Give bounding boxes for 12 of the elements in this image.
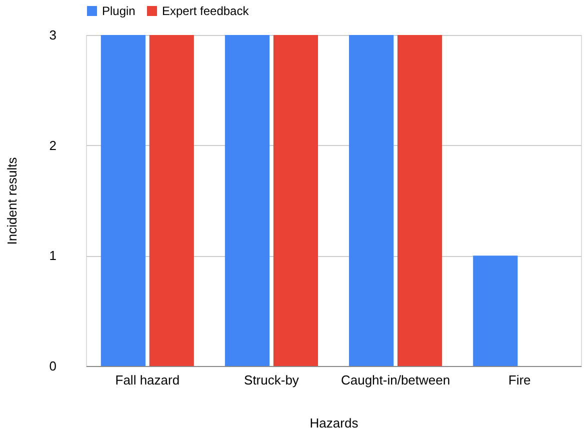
legend-label: Expert feedback (162, 4, 250, 18)
x-tick-label: Fall hazard (115, 372, 180, 388)
x-tick-label: Caught-in/between (340, 372, 450, 388)
y-tick-label: 1 (49, 248, 56, 264)
x-axis-title: Hazards (310, 416, 359, 430)
x-tick-label: Fire (508, 372, 531, 388)
x-tick-label: Struck-by (244, 372, 300, 388)
y-tick-label: 0 (49, 358, 56, 374)
y-axis-title: Incident results (4, 156, 20, 245)
legend-label: Plugin (102, 4, 136, 18)
y-tick-label: 2 (49, 138, 56, 153)
y-tick-label: 3 (49, 28, 56, 42)
